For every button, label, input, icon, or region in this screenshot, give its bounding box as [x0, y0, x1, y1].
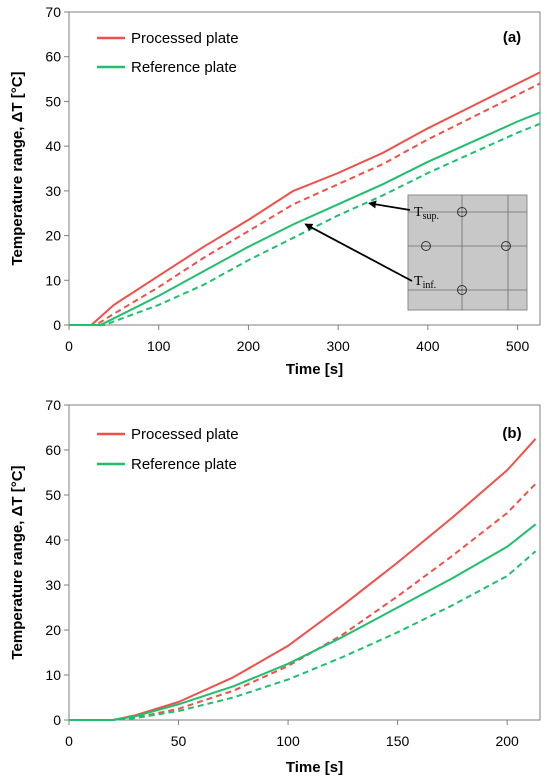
x-tick-label: 50	[171, 733, 187, 749]
x-tick-label: 300	[326, 338, 350, 354]
legend-label-reference: Reference plate	[131, 456, 237, 473]
y-axis-title: Temperature range, ΔT [°C]	[9, 71, 26, 265]
y-tick-label: 20	[45, 228, 61, 244]
t-inf-label: Tinf.	[414, 274, 436, 291]
legend-label-processed: Processed plate	[131, 30, 239, 47]
series-line-reference-dashed	[69, 550, 537, 721]
series-line-processed-dashed	[69, 483, 537, 721]
y-tick-label: 50	[45, 487, 61, 503]
panel-label: (a)	[503, 29, 521, 46]
y-tick-label: 60	[45, 49, 61, 65]
legend-label-processed: Processed plate	[131, 426, 239, 443]
t-sup-label: Tsup.	[414, 205, 439, 222]
x-tick-label: 100	[276, 733, 300, 749]
y-tick-label: 30	[45, 183, 61, 199]
y-axis-title: Temperature range, ΔT [°C]	[9, 465, 26, 659]
t-sup-subscript: sup.	[423, 211, 439, 222]
y-tick-label: 70	[45, 4, 61, 20]
panel-label: (b)	[502, 425, 521, 442]
t-sup-main: T	[414, 205, 423, 220]
y-tick-label: 20	[45, 622, 61, 638]
legend-label-reference: Reference plate	[131, 59, 237, 76]
x-tick-label: 100	[147, 338, 171, 354]
y-tick-label: 40	[45, 138, 61, 154]
sensor-inset: Tsup.Tinf.	[407, 194, 528, 311]
y-tick-label: 30	[45, 577, 61, 593]
x-tick-label: 0	[65, 733, 73, 749]
x-axis-title: Time [s]	[286, 759, 343, 776]
t-inf-subscript: inf.	[423, 280, 437, 291]
y-tick-label: 0	[53, 317, 61, 333]
plot-frame	[68, 11, 541, 326]
x-tick-label: 150	[386, 733, 410, 749]
x-axis-title: Time [s]	[286, 361, 343, 378]
y-tick-label: 10	[45, 272, 61, 288]
y-tick-label: 60	[45, 442, 61, 458]
chart-panel-b: 0 10 20 30 40 50 60 70 0 50 100 150 200 Time [s] Tempe…	[9, 397, 541, 776]
x-tick-label: 0	[65, 338, 73, 354]
series-line-reference-solid	[69, 111, 541, 326]
y-tick-label: 70	[45, 397, 61, 413]
arrow-t-sup	[368, 200, 411, 211]
x-tick-label: 200	[495, 733, 519, 749]
y-tick-label: 40	[45, 532, 61, 548]
series-line-processed-solid	[69, 438, 537, 721]
y-tick-label: 0	[53, 712, 61, 728]
series-line-processed-solid	[69, 71, 541, 326]
x-tick-label: 200	[237, 338, 261, 354]
arrow-t-inf	[304, 223, 413, 282]
y-tick-label: 10	[45, 667, 61, 683]
t-inf-main: T	[414, 274, 423, 289]
series-line-reference-solid	[69, 523, 537, 721]
plate-schematic	[407, 194, 528, 311]
y-tick-label: 50	[45, 93, 61, 109]
x-tick-label: 500	[506, 338, 530, 354]
chart-panel-a: 0 10 20 30 40 50 60 70 0 100 200 300 400 500 Time [s] T…	[9, 4, 541, 378]
x-tick-label: 400	[416, 338, 440, 354]
series-line-reference-dashed	[69, 122, 541, 326]
plot-frame	[68, 404, 541, 721]
